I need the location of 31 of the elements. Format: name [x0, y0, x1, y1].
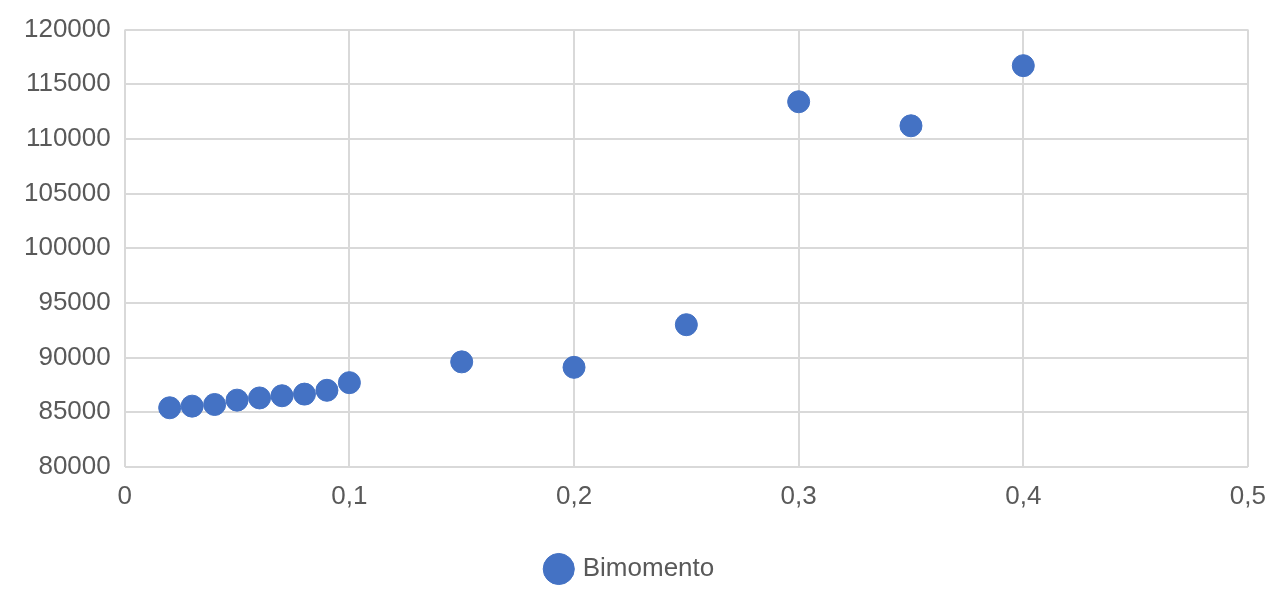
point	[248, 386, 272, 410]
x-tick-label: 0,5	[1229, 479, 1267, 510]
y-tick-label: 85000	[38, 395, 111, 426]
point	[337, 371, 361, 395]
y-tick-label: 120000	[23, 12, 111, 43]
point	[270, 384, 294, 408]
point	[203, 393, 227, 416]
point	[787, 90, 811, 114]
point	[315, 378, 339, 402]
x-tick-label: 0,2	[555, 479, 593, 510]
y-tick-label: 90000	[38, 340, 111, 371]
point	[180, 394, 204, 418]
point	[292, 382, 316, 406]
y-tick-label: 110000	[25, 122, 111, 153]
y-tick-label: 105000	[23, 176, 111, 207]
point	[158, 396, 182, 420]
point	[450, 350, 474, 374]
point	[674, 313, 698, 337]
y-tick-label: 80000	[38, 449, 111, 480]
x-tick-label: 0,1	[331, 479, 368, 510]
x-tick-label: 0,4	[1005, 479, 1042, 510]
x-tick-label: 0,3	[780, 479, 817, 510]
point	[225, 388, 249, 412]
x-tick-label: 0	[117, 479, 132, 510]
point	[1011, 54, 1035, 78]
point	[899, 114, 923, 138]
y-tick-label: 95000	[38, 286, 111, 317]
y-tick-label: 100000	[23, 231, 111, 262]
legend-label: Bimomento	[582, 552, 715, 583]
point	[562, 355, 586, 379]
y-tick-label: 115000	[25, 67, 111, 98]
